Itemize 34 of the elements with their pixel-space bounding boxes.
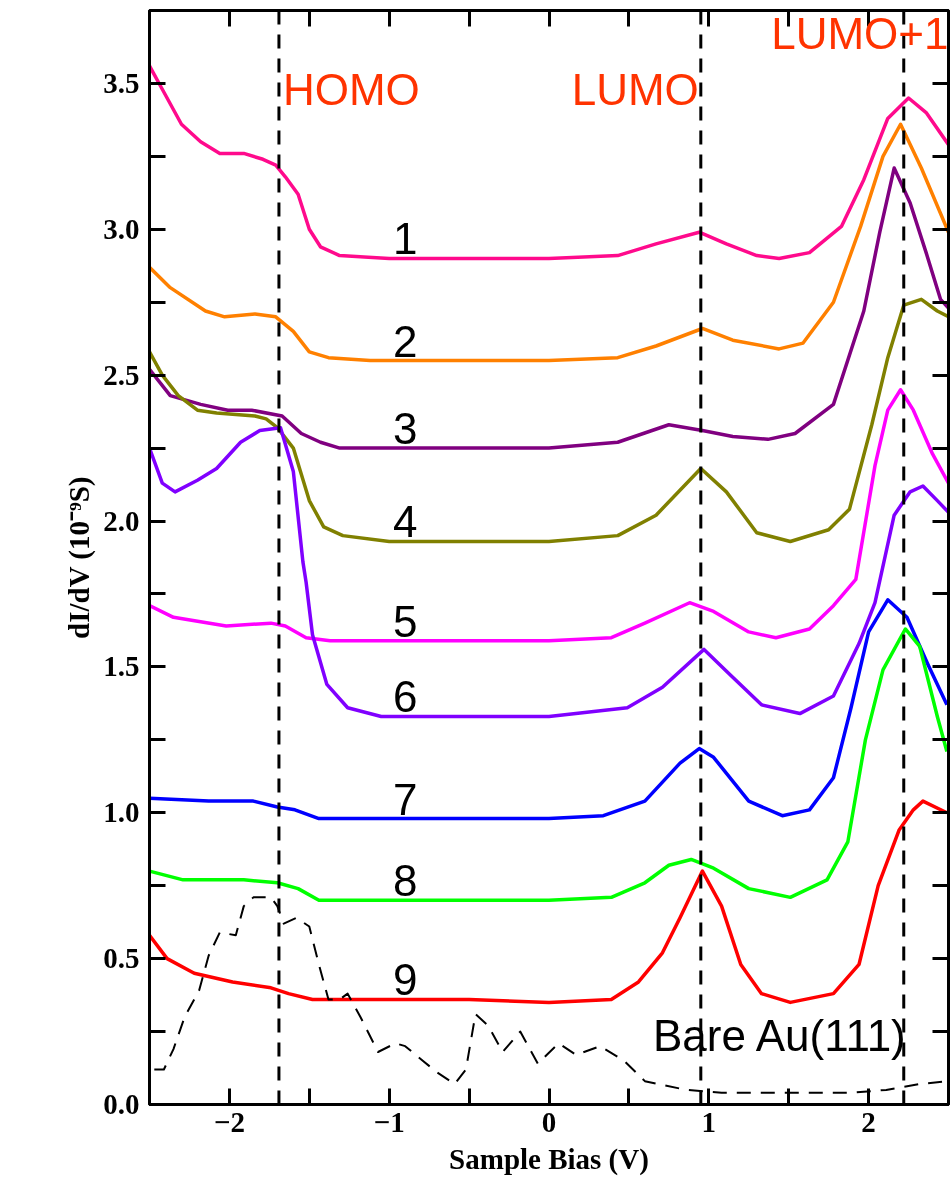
x-tick-label: 0 — [541, 1105, 557, 1138]
line-series — [149, 388, 949, 643]
y-tick-label: 2.5 — [103, 358, 140, 391]
series-label: 5 — [392, 596, 418, 646]
y-tick-label: 0.5 — [103, 942, 140, 975]
line-series — [149, 122, 949, 363]
y-tick-label: 0.0 — [103, 1088, 140, 1120]
x-tick-label: 2 — [861, 1105, 876, 1138]
series-label: 2 — [392, 316, 418, 366]
series-label: 3 — [392, 404, 418, 454]
series-label: 9 — [392, 955, 418, 1005]
y-axis-title: dI/dV (10⁻⁹S) — [63, 476, 97, 639]
x-tick-label: −2 — [213, 1105, 245, 1138]
ref-line-label: LUMO+1 — [771, 9, 949, 59]
x-tick-label: 1 — [701, 1105, 717, 1138]
x-tick-label: −1 — [373, 1105, 405, 1138]
series-label: 1 — [392, 214, 418, 264]
line-series — [149, 598, 949, 821]
annotation: Bare Au(111) — [653, 1010, 906, 1060]
line-series — [149, 166, 949, 450]
y-tick-label: 1.5 — [103, 650, 140, 683]
x-axis-title: Sample Bias (V) — [449, 1142, 649, 1176]
y-tick-label: 1.0 — [103, 796, 140, 829]
y-tick-label: 3.0 — [103, 212, 140, 245]
ref-line-label: HOMO — [282, 64, 420, 114]
y-tick-label: 3.5 — [103, 66, 140, 99]
series-label: 8 — [392, 856, 418, 906]
y-tick-label: 2.0 — [103, 504, 140, 537]
series-label: 6 — [392, 672, 418, 722]
ref-line-label: LUMO — [571, 64, 699, 114]
series-label: 4 — [392, 497, 418, 547]
line-series — [149, 297, 949, 544]
line-series — [149, 64, 949, 261]
series-label: 7 — [392, 774, 418, 824]
